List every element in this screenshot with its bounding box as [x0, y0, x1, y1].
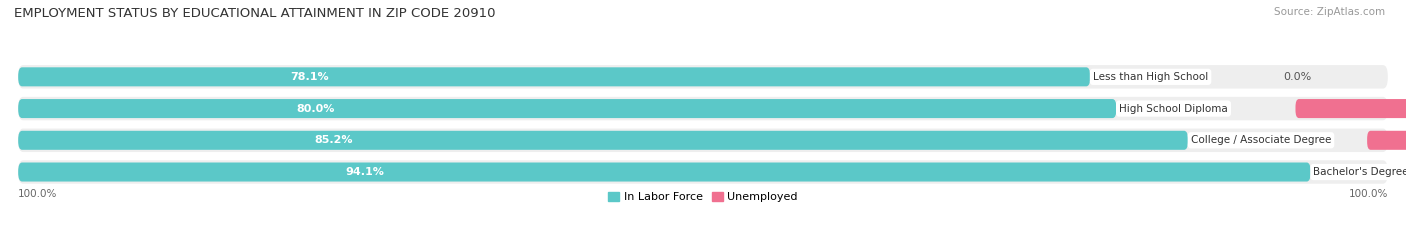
Text: 80.0%: 80.0% [297, 103, 335, 113]
Text: Less than High School: Less than High School [1092, 72, 1208, 82]
FancyBboxPatch shape [18, 160, 1388, 184]
Text: 0.0%: 0.0% [1284, 72, 1312, 82]
FancyBboxPatch shape [1295, 99, 1406, 118]
Text: 100.0%: 100.0% [18, 188, 58, 199]
Text: Bachelor's Degree or higher: Bachelor's Degree or higher [1313, 167, 1406, 177]
Text: Source: ZipAtlas.com: Source: ZipAtlas.com [1274, 7, 1385, 17]
Text: 100.0%: 100.0% [1348, 188, 1388, 199]
Legend: In Labor Force, Unemployed: In Labor Force, Unemployed [603, 187, 803, 206]
Text: EMPLOYMENT STATUS BY EDUCATIONAL ATTAINMENT IN ZIP CODE 20910: EMPLOYMENT STATUS BY EDUCATIONAL ATTAINM… [14, 7, 495, 20]
FancyBboxPatch shape [18, 67, 1090, 86]
FancyBboxPatch shape [18, 97, 1388, 120]
FancyBboxPatch shape [18, 99, 1116, 118]
Text: 78.1%: 78.1% [290, 72, 329, 82]
FancyBboxPatch shape [1367, 131, 1406, 150]
FancyBboxPatch shape [18, 162, 1310, 182]
Text: College / Associate Degree: College / Associate Degree [1191, 135, 1331, 145]
FancyBboxPatch shape [18, 65, 1388, 89]
Text: 85.2%: 85.2% [315, 135, 353, 145]
FancyBboxPatch shape [18, 131, 1188, 150]
Text: High School Diploma: High School Diploma [1119, 103, 1227, 113]
FancyBboxPatch shape [18, 129, 1388, 152]
Text: 94.1%: 94.1% [344, 167, 384, 177]
